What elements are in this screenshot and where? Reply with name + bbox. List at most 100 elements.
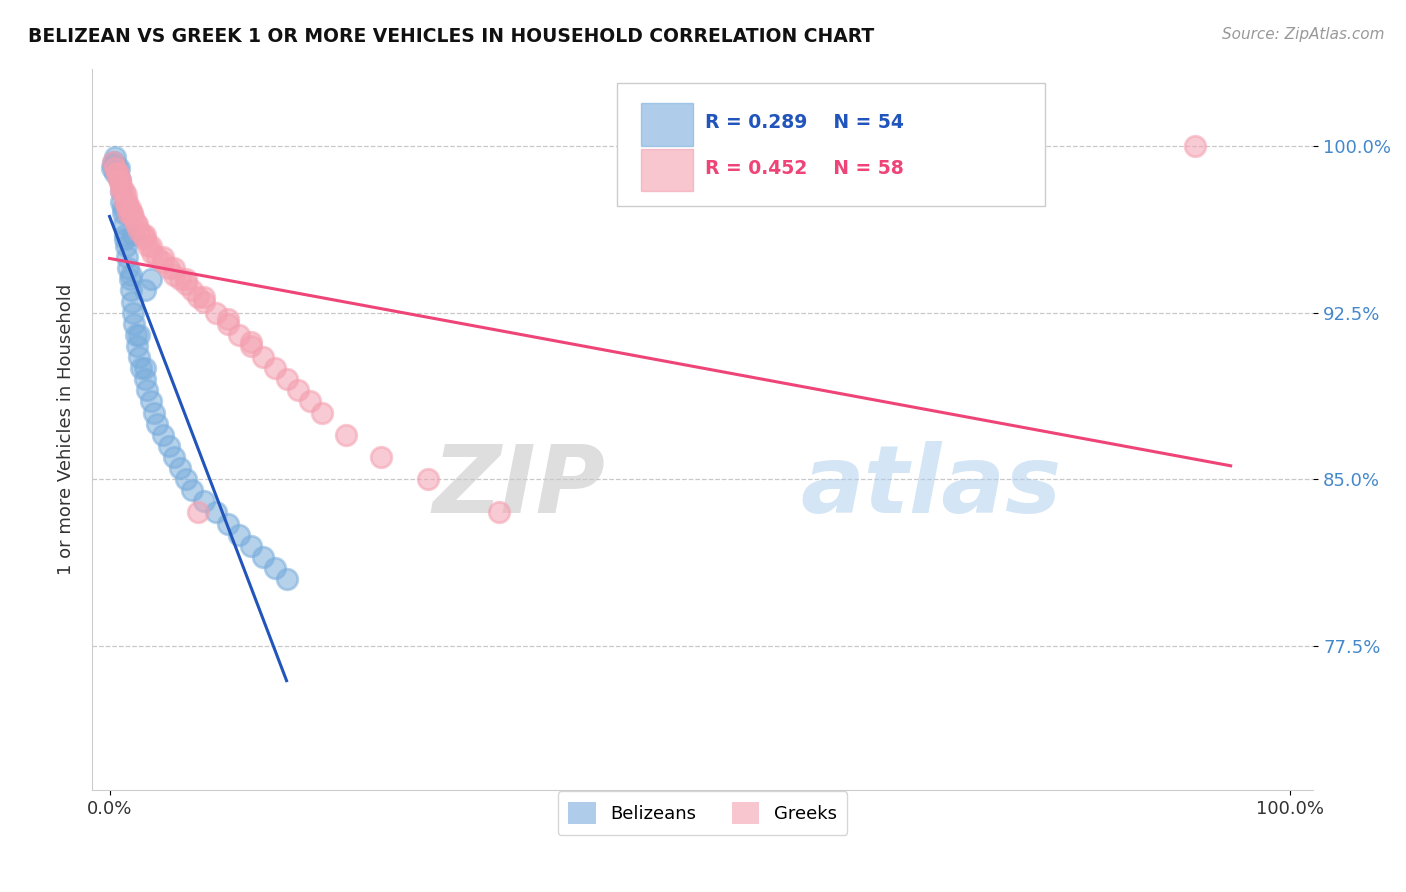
Point	[118, 202, 141, 216]
Point	[193, 290, 215, 304]
Point	[105, 161, 128, 176]
Point	[311, 406, 333, 420]
Point	[169, 272, 191, 286]
Point	[103, 154, 125, 169]
Text: R = 0.452    N = 58: R = 0.452 N = 58	[704, 159, 904, 178]
Point	[152, 254, 174, 268]
Point	[108, 161, 131, 176]
Point	[139, 239, 162, 253]
Point	[122, 227, 145, 242]
Point	[139, 272, 162, 286]
Point	[174, 277, 197, 291]
Point	[105, 166, 128, 180]
Point	[120, 206, 142, 220]
Point	[104, 161, 127, 176]
Point	[134, 227, 156, 242]
Point	[240, 539, 263, 553]
Point	[138, 239, 160, 253]
Point	[111, 206, 134, 220]
Point	[111, 202, 134, 216]
Legend: Belizeans, Greeks: Belizeans, Greeks	[558, 791, 848, 835]
Point	[134, 232, 156, 246]
Point	[181, 483, 204, 498]
Point	[157, 439, 180, 453]
Text: R = 0.289    N = 54: R = 0.289 N = 54	[704, 113, 904, 132]
Point	[110, 184, 132, 198]
Point	[101, 157, 124, 171]
Y-axis label: 1 or more Vehicles in Household: 1 or more Vehicles in Household	[58, 284, 75, 574]
Point	[118, 272, 141, 286]
Point	[145, 250, 167, 264]
Point	[104, 166, 127, 180]
Point	[143, 406, 166, 420]
Point	[252, 350, 274, 364]
Point	[134, 372, 156, 386]
Point	[181, 284, 204, 298]
Point	[117, 261, 139, 276]
Point	[114, 232, 136, 246]
Point	[152, 250, 174, 264]
Point	[110, 184, 132, 198]
Point	[157, 261, 180, 276]
Point	[174, 472, 197, 486]
Point	[108, 172, 131, 186]
Point	[217, 516, 239, 531]
Point	[110, 194, 132, 209]
Point	[128, 350, 150, 364]
Point	[217, 317, 239, 331]
Point	[141, 245, 163, 260]
FancyBboxPatch shape	[617, 83, 1045, 205]
Point	[121, 206, 143, 220]
Point	[204, 506, 226, 520]
Point	[120, 268, 142, 282]
Point	[125, 217, 148, 231]
Point	[128, 223, 150, 237]
Point	[117, 206, 139, 220]
Point	[252, 549, 274, 564]
Point	[115, 188, 138, 202]
Point	[112, 217, 135, 231]
Point	[187, 506, 209, 520]
Point	[117, 194, 139, 209]
Point	[204, 306, 226, 320]
Point	[134, 361, 156, 376]
Point	[187, 290, 209, 304]
Point	[217, 312, 239, 326]
Point	[101, 161, 124, 176]
FancyBboxPatch shape	[641, 103, 693, 145]
Point	[107, 166, 129, 180]
Point	[240, 339, 263, 353]
Point	[124, 217, 146, 231]
Point	[122, 306, 145, 320]
Point	[152, 427, 174, 442]
Point	[131, 361, 153, 376]
Point	[117, 199, 139, 213]
Point	[121, 294, 143, 309]
Point	[101, 154, 124, 169]
Point	[108, 172, 131, 186]
Point	[117, 250, 139, 264]
Point	[193, 294, 215, 309]
Point	[107, 168, 129, 182]
Point	[120, 284, 142, 298]
Point	[114, 194, 136, 209]
Point	[228, 527, 250, 541]
Point	[299, 394, 322, 409]
Point	[124, 317, 146, 331]
Point	[134, 284, 156, 298]
Text: BELIZEAN VS GREEK 1 OR MORE VEHICLES IN HOUSEHOLD CORRELATION CHART: BELIZEAN VS GREEK 1 OR MORE VEHICLES IN …	[28, 27, 875, 45]
Point	[193, 494, 215, 508]
Point	[287, 384, 309, 398]
Point	[125, 339, 148, 353]
Point	[145, 417, 167, 431]
Point	[104, 150, 127, 164]
Point	[169, 461, 191, 475]
Point	[1184, 139, 1206, 153]
Text: ZIP: ZIP	[432, 441, 605, 533]
Point	[163, 261, 186, 276]
Point	[263, 561, 285, 575]
Point	[117, 206, 139, 220]
Point	[124, 327, 146, 342]
Point	[163, 450, 186, 464]
Text: atlas: atlas	[800, 441, 1062, 533]
